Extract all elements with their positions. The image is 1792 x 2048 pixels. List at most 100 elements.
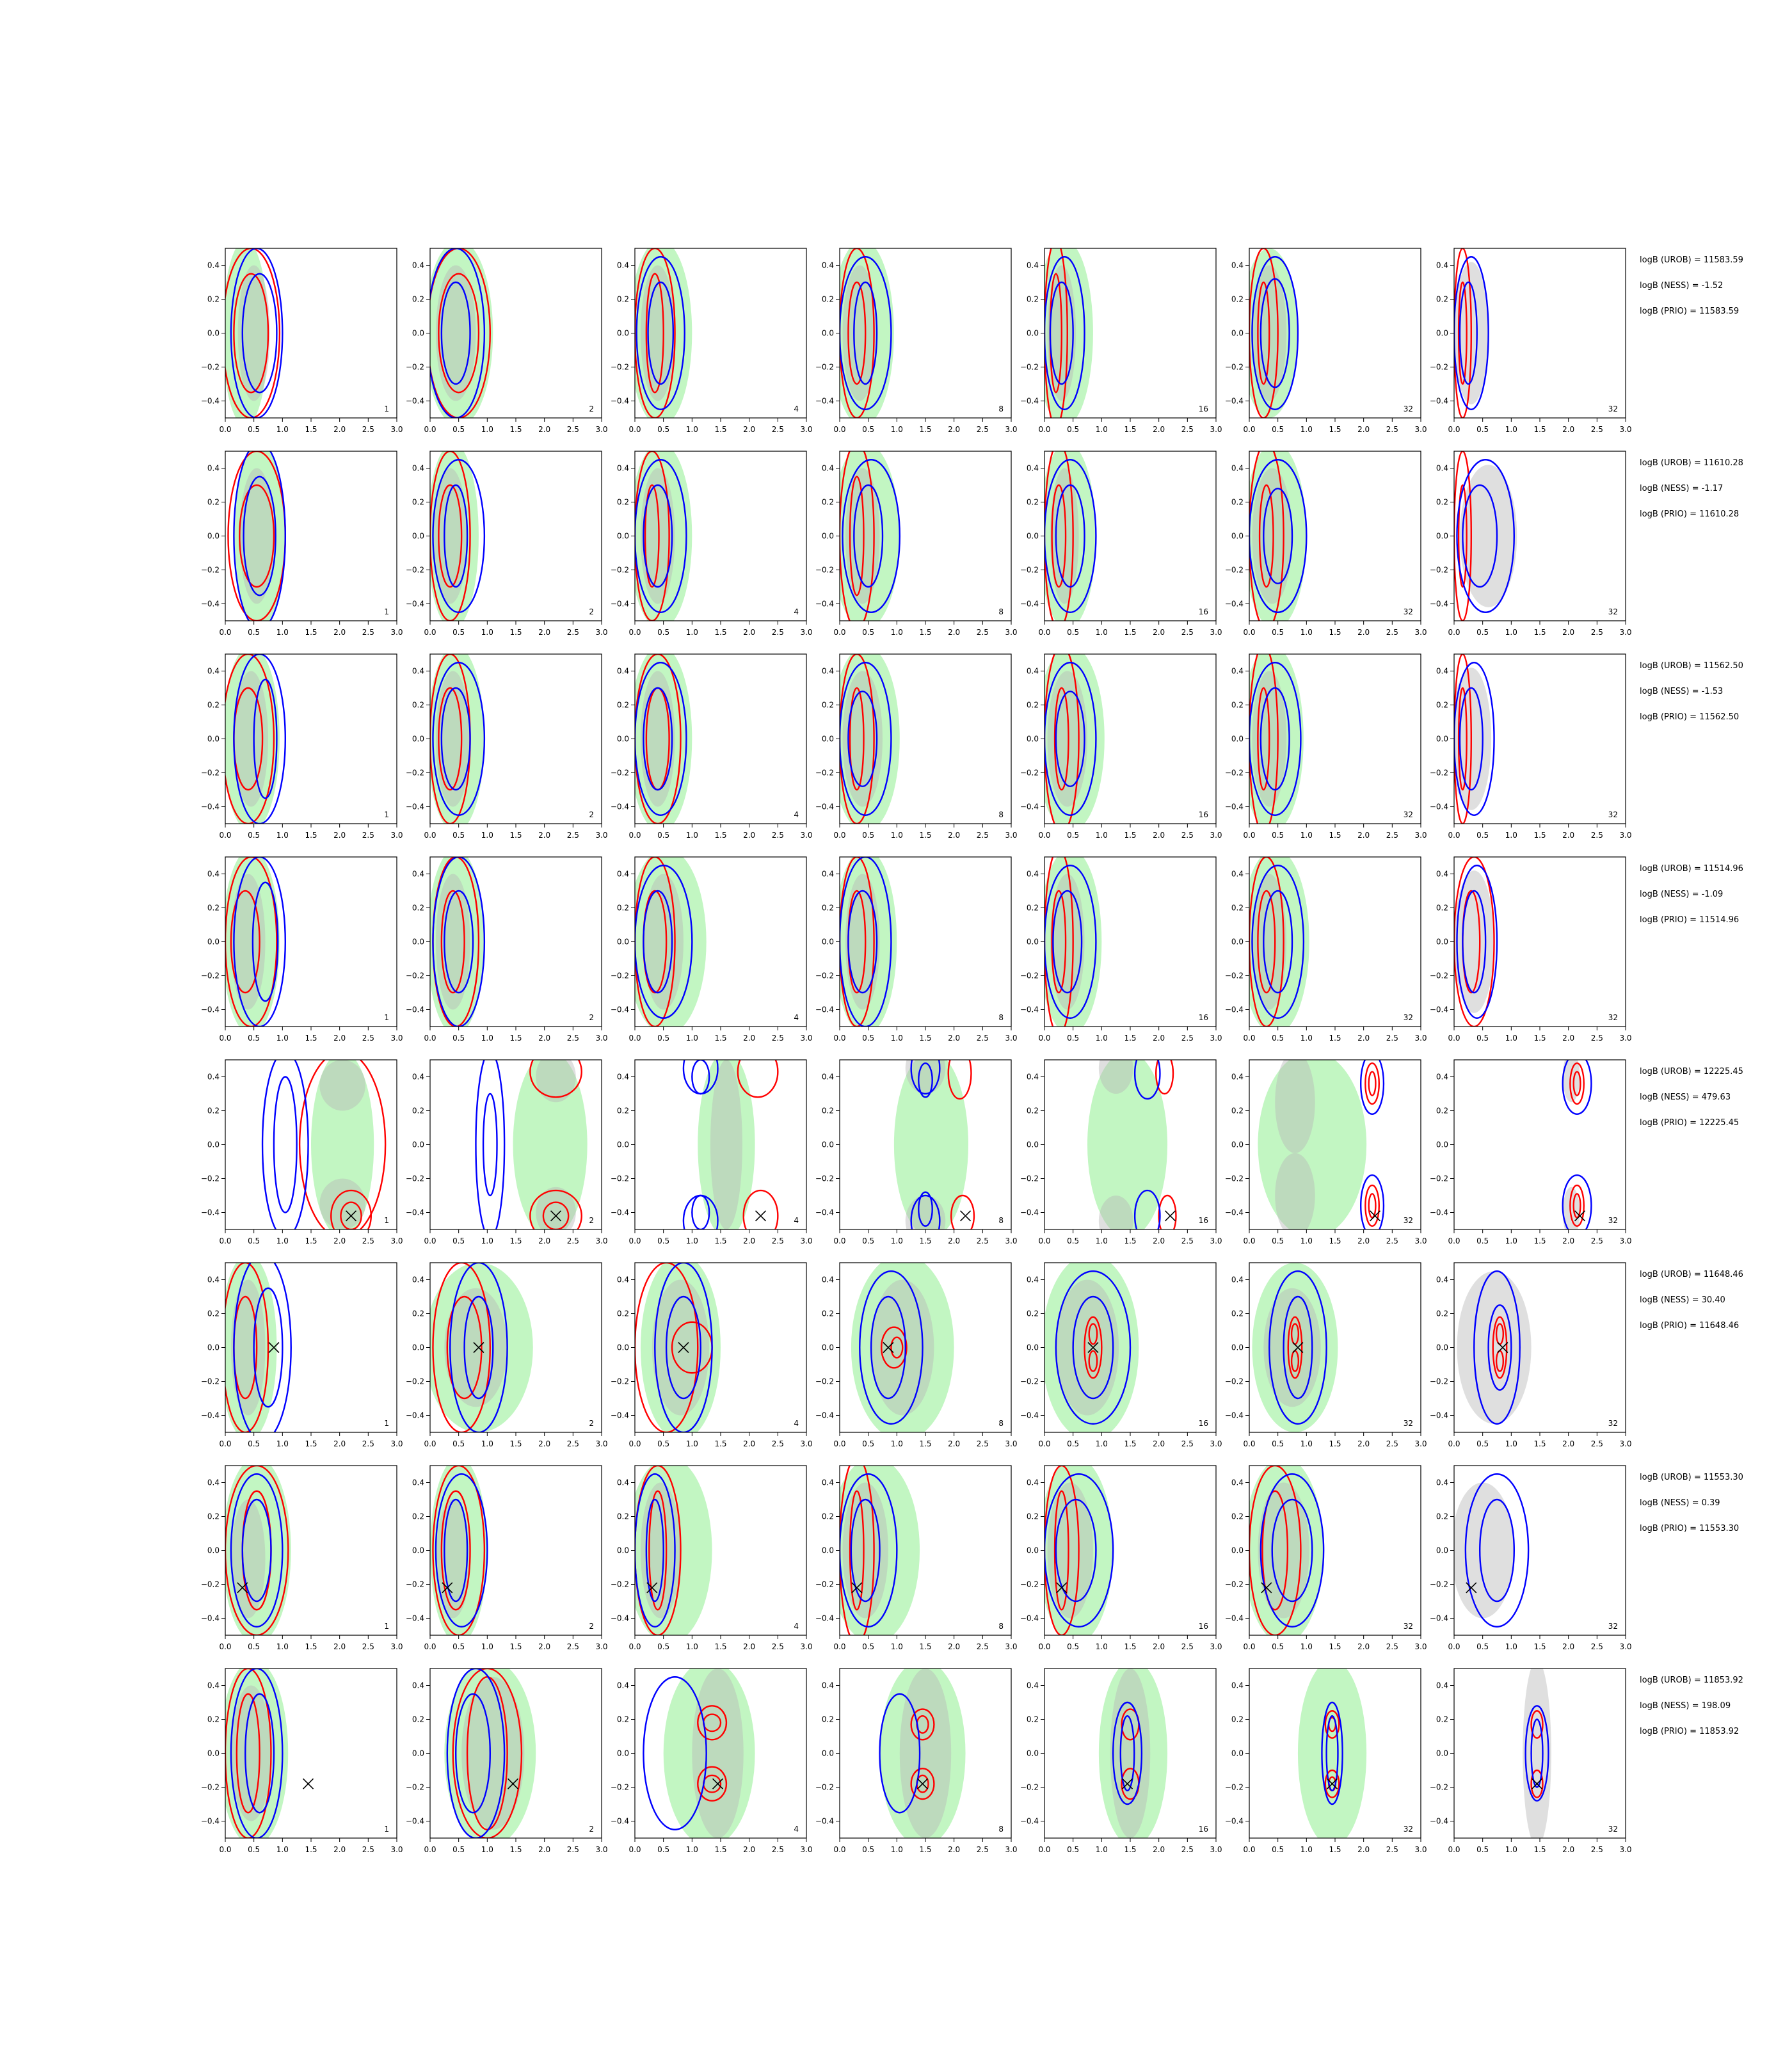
y-tick-label: 0.0 [412, 735, 424, 744]
y-tick-label: 0.2 [822, 1309, 834, 1318]
red-contour [1454, 857, 1495, 1027]
panel-label: 16 [1199, 1419, 1208, 1428]
x-tick-label: 1.0 [481, 831, 493, 840]
gray-contour [1275, 1060, 1315, 1153]
red-contour [1088, 1350, 1098, 1372]
green-contour [1249, 451, 1307, 621]
y-tick-label: 0.2 [1231, 701, 1244, 710]
y-tick-label: 0.4 [822, 870, 834, 879]
x-tick-label: 1.0 [1505, 1439, 1517, 1448]
y-tick-label: 0.2 [617, 295, 629, 304]
green-contour [513, 1060, 588, 1229]
panel-r6-c7: 0.0 0.5 1.0 1.5 2.0 2.5 3.0 −0.4 −0.2 0.0 0.2 0.4 32 [1430, 1262, 1632, 1448]
true-value-marker [1121, 1778, 1133, 1789]
red-contour [340, 1201, 362, 1229]
y-tick-label: 0.0 [1436, 735, 1448, 744]
x-tick-label: 1.0 [1096, 425, 1108, 434]
x-tick-label: 0.0 [833, 1642, 845, 1651]
x-tick-label: 1.5 [714, 1034, 726, 1043]
y-tick-label: 0.2 [412, 1715, 424, 1724]
blue-contour [1044, 662, 1097, 816]
red-contour [1569, 1062, 1585, 1105]
red-contour [1084, 1316, 1103, 1379]
x-tick-label: 3.0 [1414, 1642, 1427, 1651]
red-contour [1257, 281, 1270, 385]
red-contour [230, 890, 260, 994]
red-contour [849, 687, 865, 791]
red-contour [1572, 1071, 1581, 1096]
logb-score: logB (UROB) = 12225.45 [1640, 1067, 1743, 1076]
x-tick-label: 1.5 [714, 425, 726, 434]
y-tick-label: −0.4 [1020, 397, 1039, 406]
blue-contour [1283, 1295, 1313, 1400]
x-tick-label: 0.0 [1243, 1845, 1255, 1854]
x-tick-label: 2.0 [1357, 1034, 1370, 1043]
blue-contour [475, 1060, 506, 1229]
x-tick-label: 0.5 [1476, 1439, 1489, 1448]
plot-area [1249, 248, 1299, 418]
red-contour [635, 1466, 682, 1635]
logb-score: logB (NESS) = 198.09 [1640, 1701, 1731, 1711]
x-tick-label: 2.0 [1153, 1642, 1165, 1651]
red-contour [1287, 1316, 1303, 1379]
red-contour [648, 1490, 668, 1611]
x-tick-label: 2.0 [333, 1845, 346, 1854]
y-tick-label: 0.0 [1436, 1749, 1448, 1758]
green-contour [1087, 1060, 1168, 1229]
x-tick-label: 3.0 [1210, 425, 1222, 434]
marker-stroke [1261, 1582, 1272, 1594]
red-contour [440, 1490, 471, 1611]
x-tick-label: 1.0 [1505, 1236, 1517, 1245]
blue-contour [1260, 1473, 1325, 1628]
logb-score: logB (PRIO) = 11648.46 [1640, 1321, 1739, 1331]
red-contour [1457, 484, 1468, 588]
x-tick-label: 2.5 [1386, 1034, 1398, 1043]
x-tick-label: 2.0 [948, 1236, 960, 1245]
y-tick-label: 0.4 [1436, 870, 1448, 879]
logb-score: logB (PRIO) = 11610.28 [1640, 509, 1739, 519]
x-tick-label: 3.0 [800, 628, 812, 637]
x-tick-label: 1.0 [1096, 1845, 1108, 1854]
plot-area [635, 1466, 712, 1635]
x-tick-label: 1.0 [1505, 425, 1517, 434]
panel-label: 2 [589, 404, 594, 413]
x-tick-label: 3.0 [1619, 1034, 1631, 1043]
x-tick-label: 3.0 [1005, 628, 1017, 637]
y-tick-label: 0.4 [617, 1073, 629, 1082]
blue-contour [1112, 1701, 1143, 1805]
x-tick-label: 0.0 [1448, 1439, 1460, 1448]
logb-score: logB (UROB) = 11610.28 [1640, 458, 1743, 468]
y-tick-label: −0.2 [1225, 769, 1244, 778]
red-contour [1569, 1184, 1585, 1227]
y-tick-label: −0.2 [406, 972, 424, 980]
x-tick-label: 1.5 [509, 1439, 522, 1448]
x-tick-label: 1.5 [1533, 831, 1546, 840]
x-tick-label: 1.5 [1533, 1642, 1546, 1651]
blue-contour [840, 1473, 898, 1628]
logb-score: logB (PRIO) = 11553.30 [1640, 1524, 1739, 1533]
x-tick-label: 2.5 [362, 1845, 374, 1854]
plot-area [1523, 1668, 1551, 1838]
blue-contour [1133, 1189, 1161, 1229]
y-tick-label: −0.4 [201, 1208, 220, 1217]
x-tick-label: 2.5 [977, 831, 989, 840]
panel-r6-c1: 0.0 0.5 1.0 1.5 2.0 2.5 3.0 −0.4 −0.2 0.0 0.2 0.4 1 [201, 1262, 403, 1448]
plot-area [430, 451, 486, 621]
x-tick-label: 3.0 [1414, 1439, 1427, 1448]
y-tick-label: −0.2 [815, 566, 834, 575]
blue-contour [691, 1060, 710, 1095]
blue-contour [446, 1668, 506, 1838]
blue-contour [430, 248, 486, 418]
green-contour [635, 857, 707, 1027]
plot-area [430, 857, 486, 1027]
blue-contour [261, 1060, 309, 1229]
panel-label: 32 [1608, 404, 1618, 413]
y-tick-label: 0.0 [1436, 329, 1448, 338]
x-tick-label: 2.5 [1591, 1034, 1603, 1043]
y-tick-label: −0.4 [406, 803, 424, 812]
x-tick-label: 1.0 [1300, 425, 1313, 434]
true-value-marker [851, 1582, 863, 1594]
y-tick-label: −0.2 [406, 566, 424, 575]
y-tick-label: −0.4 [1225, 1614, 1244, 1623]
